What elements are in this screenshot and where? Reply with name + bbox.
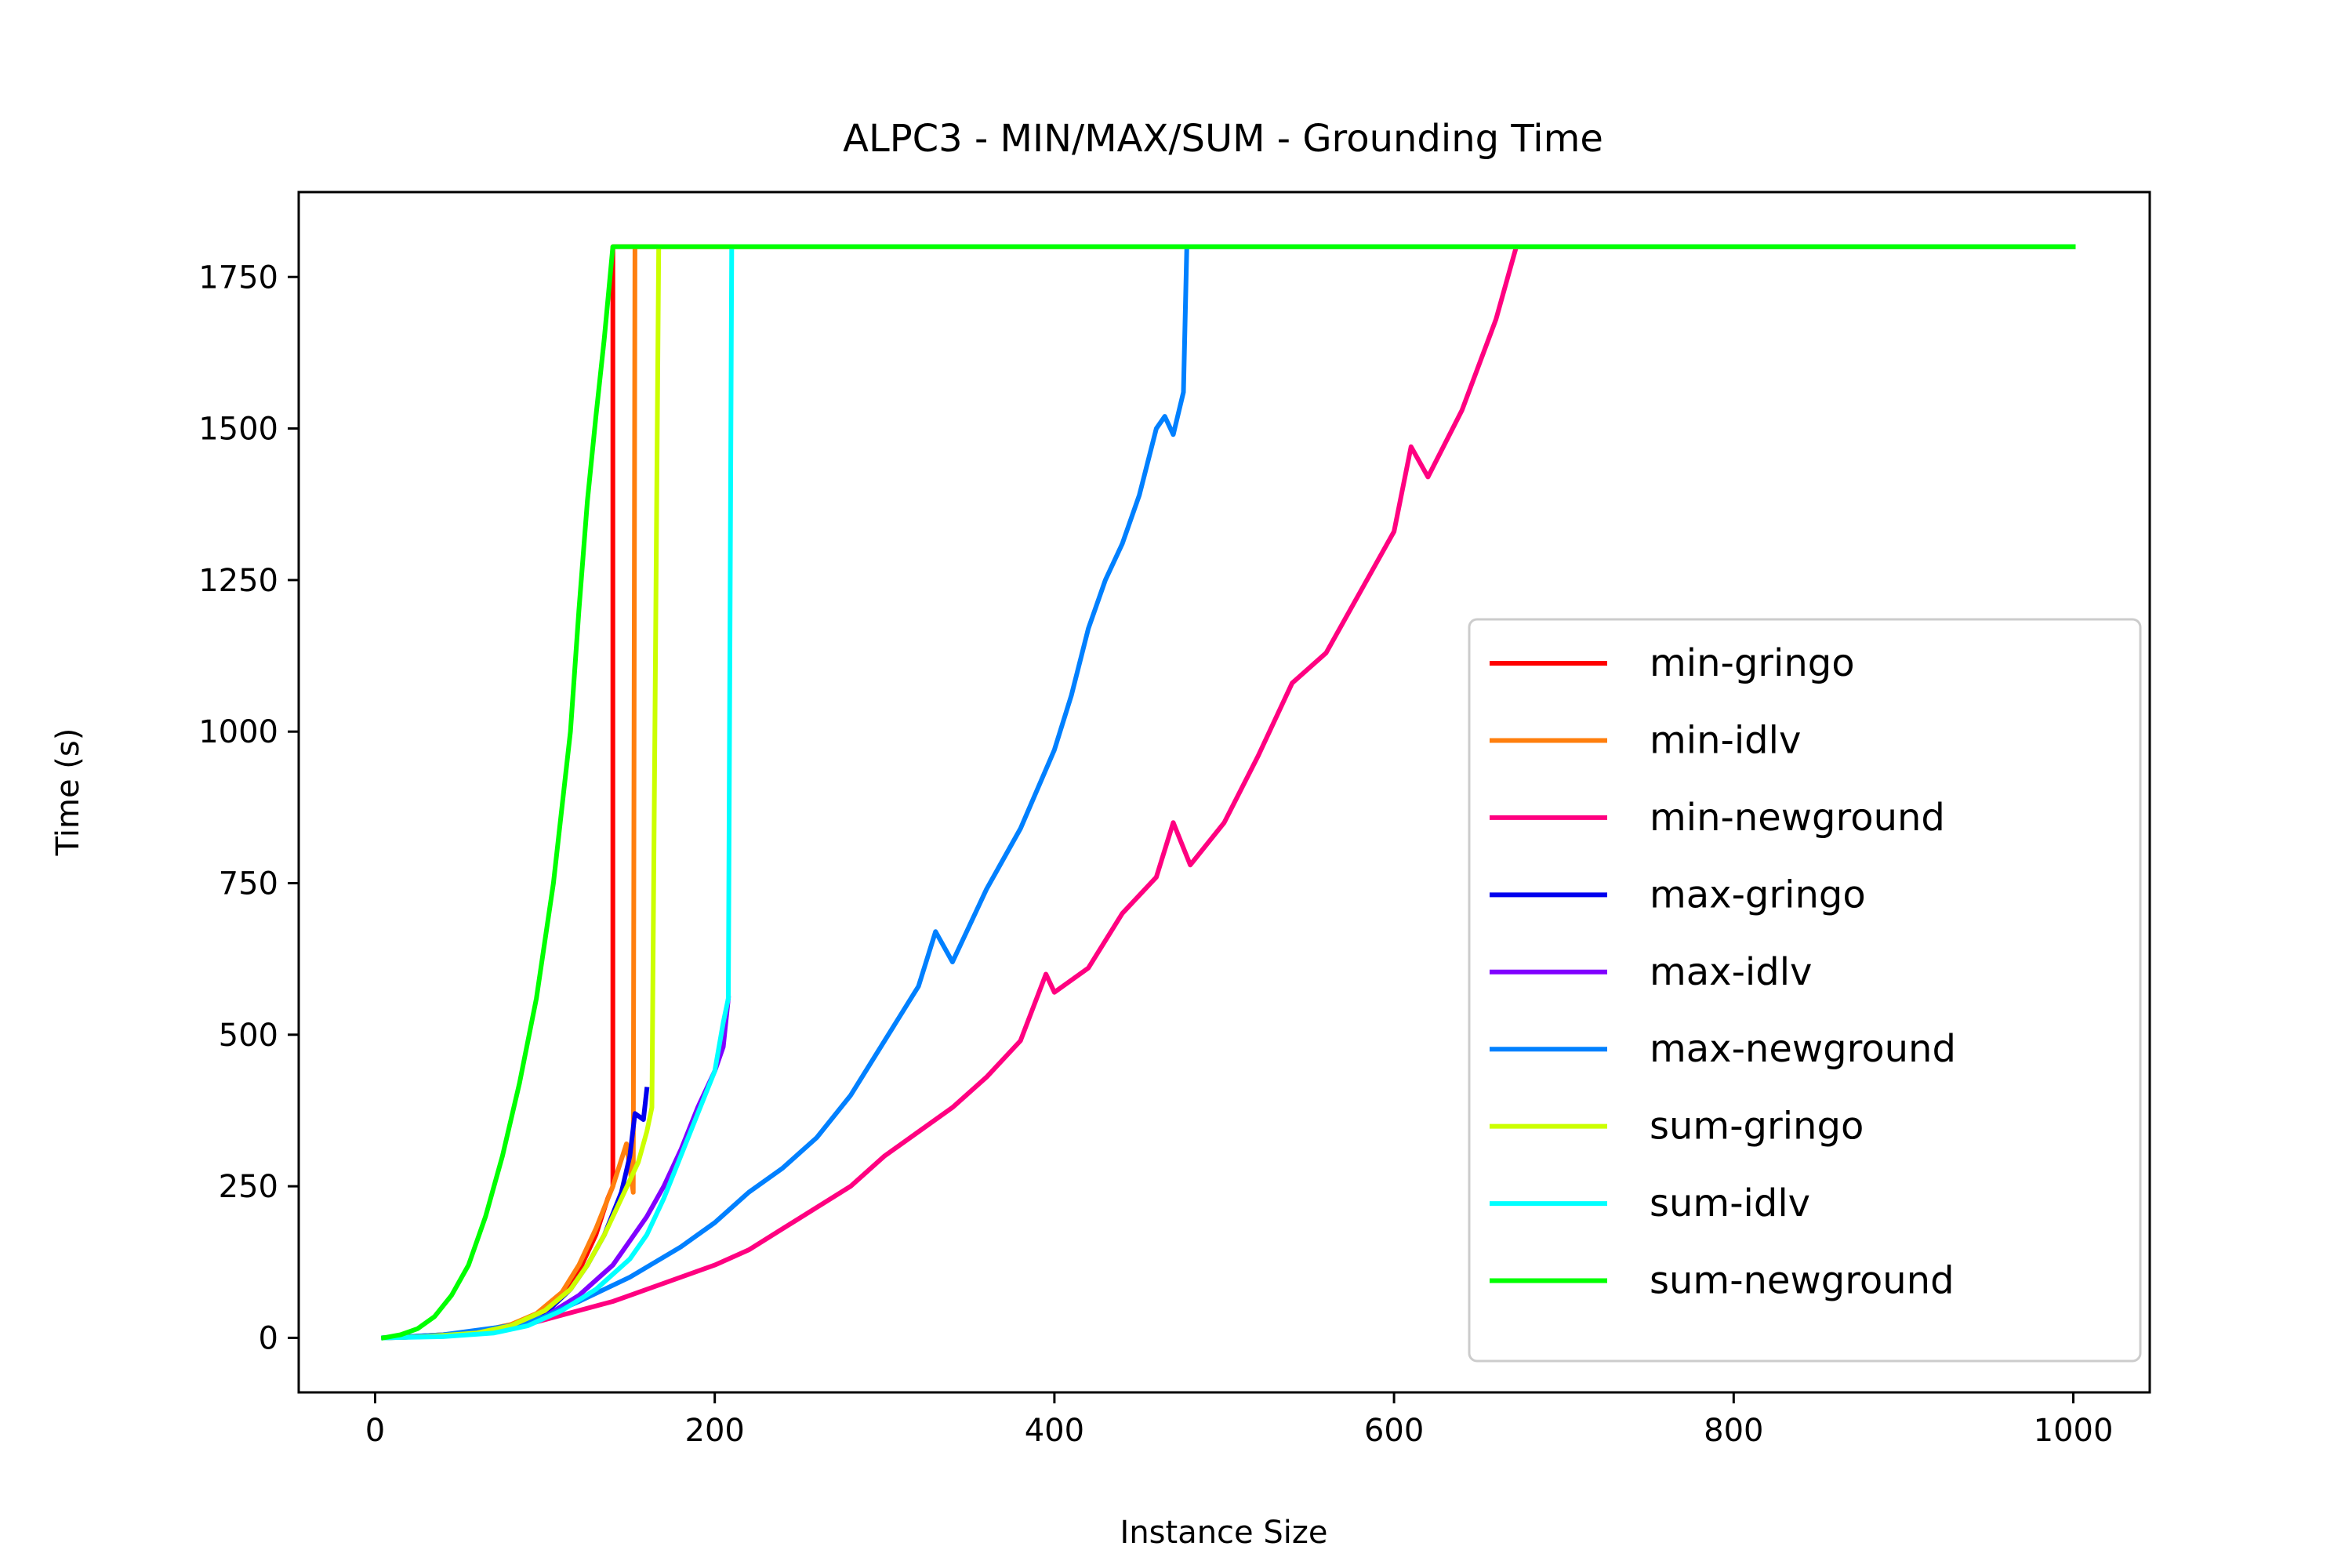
series-line-max-newground — [381, 244, 2076, 1341]
x-tick-label: 1000 — [2034, 1413, 2114, 1449]
x-tick-label: 0 — [365, 1413, 385, 1449]
y-tick-label: 1500 — [198, 412, 278, 448]
legend-label-sum-idlv: sum-idlv — [1650, 1181, 1810, 1225]
legend-label-min-newground: min-newground — [1650, 796, 1945, 840]
y-tick-label: 0 — [259, 1320, 278, 1356]
y-axis: 0 250 500 750 1000 1250 1500 1750 — [198, 260, 299, 1356]
x-axis-label: Instance Size — [1120, 1515, 1328, 1551]
series-line-min-newground — [381, 244, 2076, 1341]
x-tick-label: 400 — [1025, 1413, 1084, 1449]
legend-label-min-gringo: min-gringo — [1650, 641, 1855, 685]
y-tick-label: 500 — [219, 1018, 278, 1054]
chart-title: ALPC3 - MIN/MAX/SUM - Grounding Time — [843, 117, 1603, 161]
x-tick-label: 800 — [1704, 1413, 1763, 1449]
legend-label-max-gringo: max-gringo — [1650, 873, 1866, 916]
y-tick-label: 750 — [219, 866, 278, 902]
series-line-sum-newground — [380, 244, 2076, 1341]
x-tick-label: 600 — [1364, 1413, 1424, 1449]
legend-label-sum-newground: sum-newground — [1650, 1259, 1955, 1303]
legend-label-min-idlv: min-idlv — [1650, 718, 1801, 762]
plot-area-frame — [297, 191, 2151, 1394]
y-tick-label: 1000 — [198, 714, 278, 750]
legend: min-gringo min-idlv min-newground max-gring… — [1468, 618, 2142, 1363]
y-axis-label: Time (s) — [50, 728, 86, 857]
y-tick-label: 1250 — [198, 563, 278, 599]
x-tick-label: 200 — [685, 1413, 745, 1449]
y-tick-label: 1750 — [198, 260, 278, 296]
x-axis: 0 200 400 600 800 1000 — [365, 1392, 2114, 1449]
legend-label-max-idlv: max-idlv — [1650, 950, 1812, 994]
series-layer — [380, 244, 2076, 1341]
y-tick-label: 250 — [219, 1169, 278, 1205]
legend-box — [1468, 618, 2142, 1363]
legend-label-sum-gringo: sum-gringo — [1650, 1105, 1864, 1149]
legend-label-max-newground: max-newground — [1650, 1027, 1956, 1071]
series-line-sum-idlv — [381, 244, 2076, 1341]
